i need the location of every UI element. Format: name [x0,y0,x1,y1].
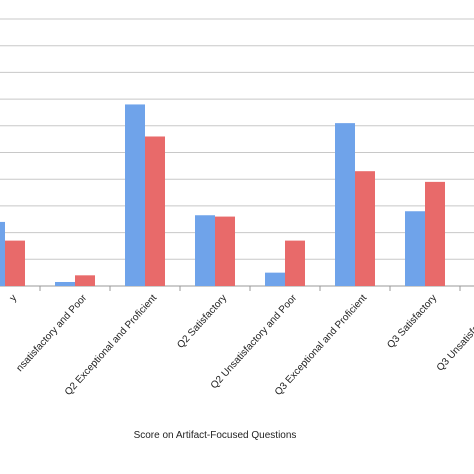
bar [355,171,375,286]
x-axis-title: Score on Artifact-Focused Questions [134,430,297,441]
x-tick-label: Q3 Unsatisfactory and [435,293,474,374]
bar [425,181,445,286]
bar [0,221,5,286]
bar [265,272,285,286]
bar [285,240,305,286]
bar [55,281,75,286]
bar [145,136,165,286]
bar [195,215,215,286]
x-tick-label: y [8,293,20,304]
bar [215,216,235,286]
x-tick-label: nsatisfactory and Poor [14,292,89,374]
bar [405,211,425,286]
bar [335,123,355,286]
bar [75,275,95,286]
bar [5,240,25,286]
bar [125,104,145,286]
x-tick-label: Q2 Satisfactory [175,293,229,351]
x-tick-label: Q3 Satisfactory [385,293,439,351]
